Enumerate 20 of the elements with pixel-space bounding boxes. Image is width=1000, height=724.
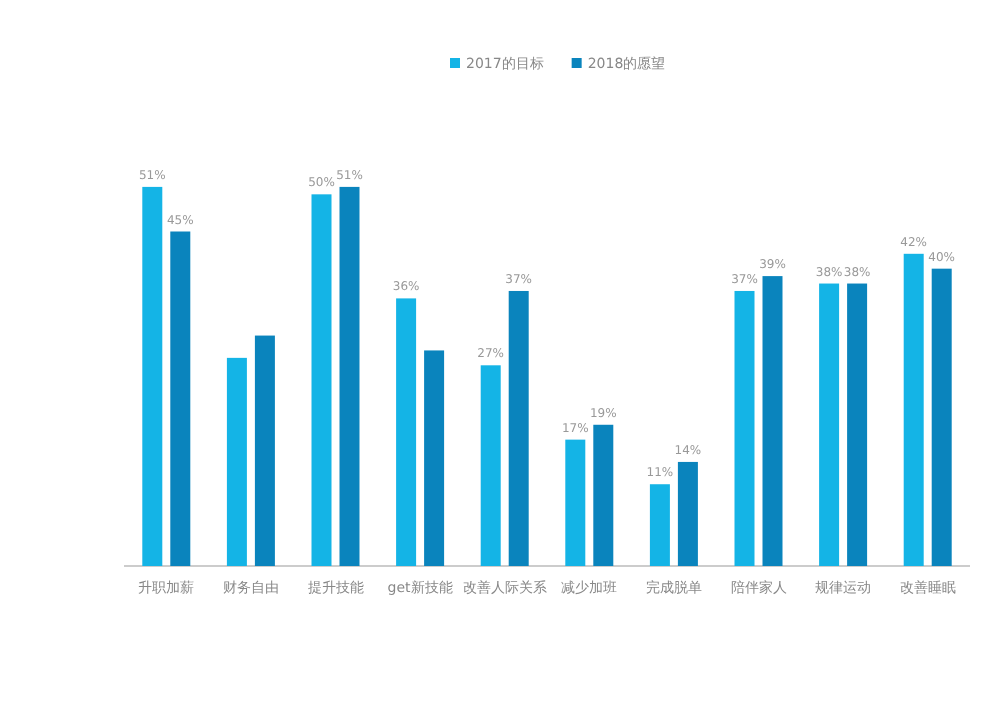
bar [480,365,501,566]
bar [254,335,275,566]
bar [847,283,868,566]
bar [649,484,670,566]
bar [903,253,924,566]
bar [424,350,445,566]
bar [931,268,952,566]
bar [170,231,191,566]
bar [142,186,163,566]
bar [508,290,529,566]
bar [311,194,332,566]
bar [819,283,840,566]
bar [762,276,783,566]
bar [339,186,360,566]
bar [677,461,698,566]
bar [734,290,755,566]
bar [396,298,417,566]
bar [565,439,586,566]
bar [226,357,247,566]
bar [593,424,614,566]
